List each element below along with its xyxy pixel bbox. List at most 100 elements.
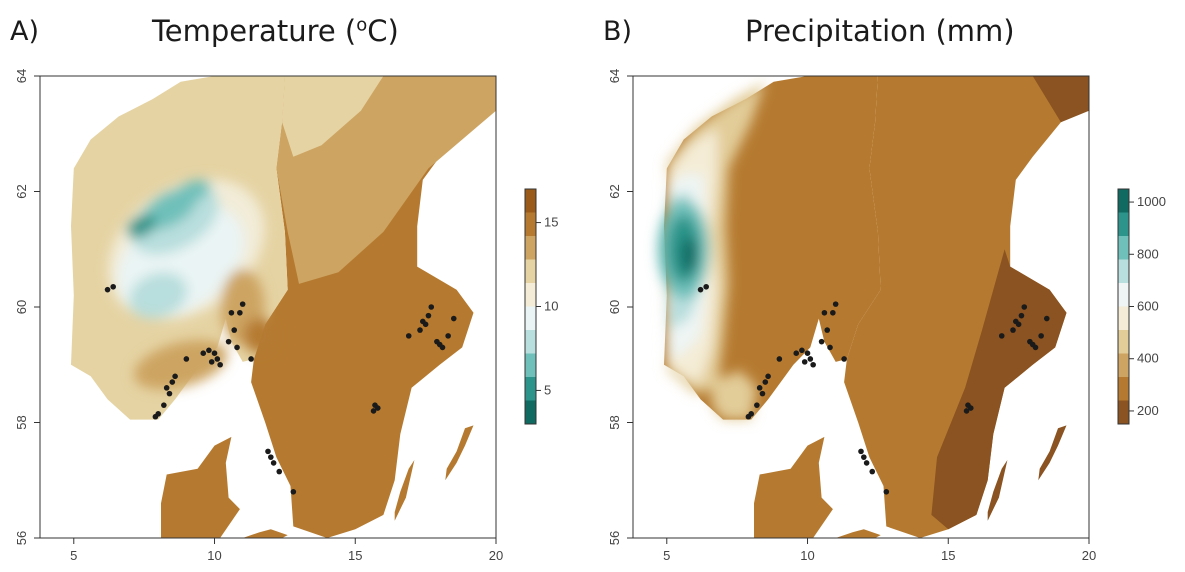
- temperature-map: 5 10 15 20 56 58 60 62 64 15 10 5: [14, 69, 558, 563]
- sample-point: [374, 405, 381, 411]
- legend-swatch: [1118, 330, 1129, 354]
- sample-point: [1010, 327, 1016, 333]
- zealand-land: [835, 529, 881, 538]
- x-tick-label: 20: [1082, 548, 1096, 563]
- denmark-land: [754, 436, 833, 538]
- sample-point: [697, 286, 704, 293]
- legend-swatch: [525, 353, 536, 378]
- sample-point: [883, 489, 890, 495]
- legend-swatch: [1118, 400, 1129, 425]
- legend-swatch: [525, 212, 536, 237]
- legend-swatch: [525, 236, 536, 260]
- sample-point: [963, 408, 970, 414]
- legend-tick-label: 10: [544, 299, 558, 314]
- sample-point: [869, 468, 876, 475]
- sample-point: [110, 283, 116, 290]
- sample-point: [370, 408, 377, 414]
- sample-point: [104, 286, 111, 293]
- legend-tick-label: 15: [544, 215, 558, 230]
- sample-point: [1013, 318, 1019, 325]
- sample-point: [445, 333, 451, 339]
- sample-point: [799, 347, 805, 354]
- sample-point: [248, 356, 254, 362]
- sample-point: [211, 350, 218, 357]
- sample-point: [169, 379, 176, 385]
- x-tick-label: 5: [663, 548, 670, 563]
- sample-point: [807, 356, 814, 362]
- legend-tick-label: 1000: [1137, 194, 1166, 209]
- sample-point: [234, 344, 240, 351]
- norway-highlands: [108, 178, 276, 390]
- sample-point: [239, 301, 246, 307]
- sample-point: [161, 402, 167, 408]
- title-superscript: o: [356, 14, 368, 36]
- sample-point: [270, 460, 277, 466]
- sample-point: [762, 379, 769, 385]
- sample-point: [1038, 333, 1044, 339]
- sample-point: [1021, 304, 1028, 310]
- sample-point: [268, 454, 274, 460]
- sample-point: [172, 373, 178, 380]
- sample-point: [228, 309, 235, 316]
- sample-point: [183, 356, 190, 362]
- sample-point: [827, 344, 833, 351]
- precipitation-title: Precipitation (mm): [745, 14, 1015, 48]
- sample-point: [801, 359, 808, 365]
- y-tick-label: 60: [14, 300, 29, 314]
- sample-point: [231, 327, 238, 333]
- legend-swatch: [1118, 259, 1129, 284]
- sample-point: [208, 359, 215, 365]
- denmark-land: [161, 436, 240, 538]
- sweden-land: [844, 76, 1089, 538]
- legend-swatch: [1118, 212, 1129, 237]
- legend-swatch: [1118, 353, 1129, 378]
- y-tick-label: 58: [607, 415, 622, 429]
- temperature-panel: A) Temperature (oC) 5 10 15 20 56 58 60 62 64 15 1…: [0, 0, 592, 572]
- sample-point: [439, 344, 446, 351]
- x-tick-label: 15: [348, 548, 362, 563]
- sample-point: [265, 448, 271, 455]
- map-layer: [71, 76, 496, 538]
- title-suffix: C): [367, 14, 399, 48]
- legend-swatch: [525, 306, 536, 331]
- sample-point: [214, 356, 221, 362]
- sample-point: [793, 350, 800, 357]
- legend-swatch: [1118, 377, 1129, 401]
- legend-tick-label: 600: [1137, 299, 1159, 314]
- sample-point: [276, 468, 283, 475]
- x-tick-label: 10: [207, 548, 221, 563]
- x-tick-label: 20: [489, 548, 503, 563]
- sample-point: [217, 361, 223, 368]
- sample-point: [1043, 315, 1050, 322]
- sample-point: [998, 333, 1005, 339]
- sweden-east-dry: [931, 249, 1067, 530]
- legend-swatch: [525, 330, 536, 354]
- y-tick-label: 56: [607, 531, 622, 545]
- precipitation-map: 5 10 15 20 56 58 60 62 64 1000 800 600 400 200: [607, 69, 1166, 563]
- sample-point: [163, 385, 170, 391]
- sample-point: [1032, 344, 1039, 351]
- zealand-land: [242, 529, 288, 538]
- sample-point: [967, 405, 974, 411]
- legend-swatch: [1118, 236, 1129, 260]
- sample-point: [748, 411, 755, 417]
- sample-point: [405, 333, 412, 339]
- y-tick-label: 64: [607, 69, 622, 83]
- sample-point: [450, 315, 457, 322]
- precipitation-panel: B) Precipitation (mm) 5 10 15 20 56 58 60 62 64 1…: [593, 0, 1185, 572]
- map-layer: [657, 76, 1089, 538]
- y-tick-label: 62: [14, 184, 29, 198]
- x-tick-label: 15: [941, 548, 955, 563]
- gotland-land: [445, 425, 474, 481]
- x-tick-label: 10: [800, 548, 814, 563]
- sample-point: [861, 454, 867, 460]
- sample-point: [1018, 312, 1025, 319]
- sample-point: [166, 390, 173, 397]
- sample-point: [225, 338, 232, 345]
- legend-swatch: [1118, 189, 1129, 213]
- title-prefix: Temperature (: [152, 14, 357, 48]
- x-tick-label: 5: [70, 548, 77, 563]
- y-tick-label: 64: [14, 69, 29, 83]
- oland-land: [987, 460, 1008, 521]
- legend-swatch: [525, 189, 536, 213]
